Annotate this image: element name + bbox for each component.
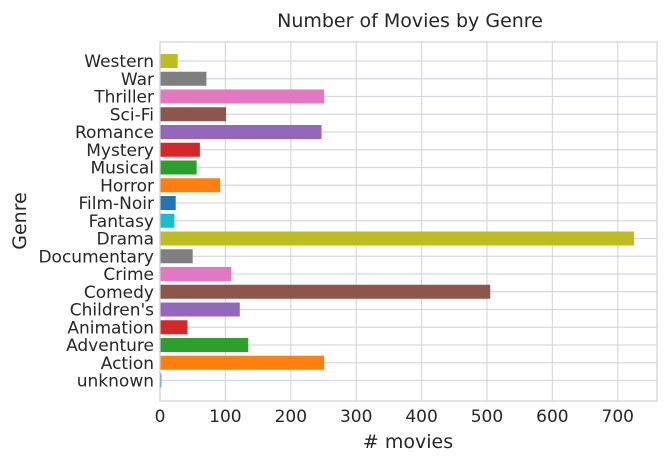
bar-romance xyxy=(160,125,322,139)
y-tick-label: Western xyxy=(84,52,154,72)
y-tick-label: War xyxy=(121,70,154,90)
y-tick-label: Children's xyxy=(70,301,154,321)
bar-drama xyxy=(160,231,635,246)
y-tick-label: Crime xyxy=(103,265,154,285)
bar-children-s xyxy=(160,302,240,317)
y-tick-label: Fantasy xyxy=(89,212,154,232)
plot-frame xyxy=(159,41,658,402)
y-tick-label: Film-Noir xyxy=(78,194,154,214)
bar-adventure xyxy=(160,338,249,352)
y-tick-label: Thriller xyxy=(93,88,154,108)
x-tick-label: 200 xyxy=(275,407,307,427)
x-tick-labels: 0 100 200 300 400 500 600 700 xyxy=(155,407,634,427)
x-tick-label: 0 xyxy=(155,407,166,427)
y-tick-labels: unknownActionAdventureAnimationChildren'… xyxy=(38,52,154,392)
bar-crime xyxy=(160,267,232,281)
bar-western xyxy=(160,54,178,68)
bar-mystery xyxy=(160,142,200,157)
y-tick-label: Romance xyxy=(75,123,154,143)
y-tick-label: Action xyxy=(101,354,154,374)
bar-unknown xyxy=(160,373,162,388)
bar-fantasy xyxy=(160,213,175,228)
y-tick-label: Animation xyxy=(67,318,154,338)
bar-horror xyxy=(160,178,221,193)
x-tick-label: 700 xyxy=(602,407,634,427)
y-tick-label: Adventure xyxy=(66,336,154,356)
x-tick-label: 300 xyxy=(340,407,372,427)
bar-comedy xyxy=(160,284,491,299)
y-tick-label: Mystery xyxy=(86,141,154,161)
y-tick-label: unknown xyxy=(77,372,154,392)
y-axis-label: Genre xyxy=(9,192,31,250)
bar-musical xyxy=(160,160,197,175)
x-axis-label: # movies xyxy=(363,431,453,453)
bar-action xyxy=(160,355,325,370)
y-tick-label: Drama xyxy=(97,230,154,250)
x-tick-label: 500 xyxy=(471,407,503,427)
x-tick-label: 100 xyxy=(209,407,241,427)
y-tick-label: Musical xyxy=(90,159,154,179)
x-tick-label: 400 xyxy=(405,407,437,427)
bar-film-noir xyxy=(160,196,176,210)
y-tick-label: Comedy xyxy=(84,283,154,303)
bars xyxy=(160,54,635,388)
bar-animation xyxy=(160,320,188,335)
bar-war xyxy=(160,71,207,86)
y-tick-label: Documentary xyxy=(38,247,154,267)
x-tick-label: 600 xyxy=(536,407,568,427)
y-tick-label: Horror xyxy=(100,176,154,196)
y-tick-label: Sci-Fi xyxy=(110,105,154,125)
bar-documentary xyxy=(160,249,193,264)
bar-thriller xyxy=(160,89,325,104)
bar-sci-fi xyxy=(160,107,227,122)
chart-title: Number of Movies by Genre xyxy=(277,10,543,32)
